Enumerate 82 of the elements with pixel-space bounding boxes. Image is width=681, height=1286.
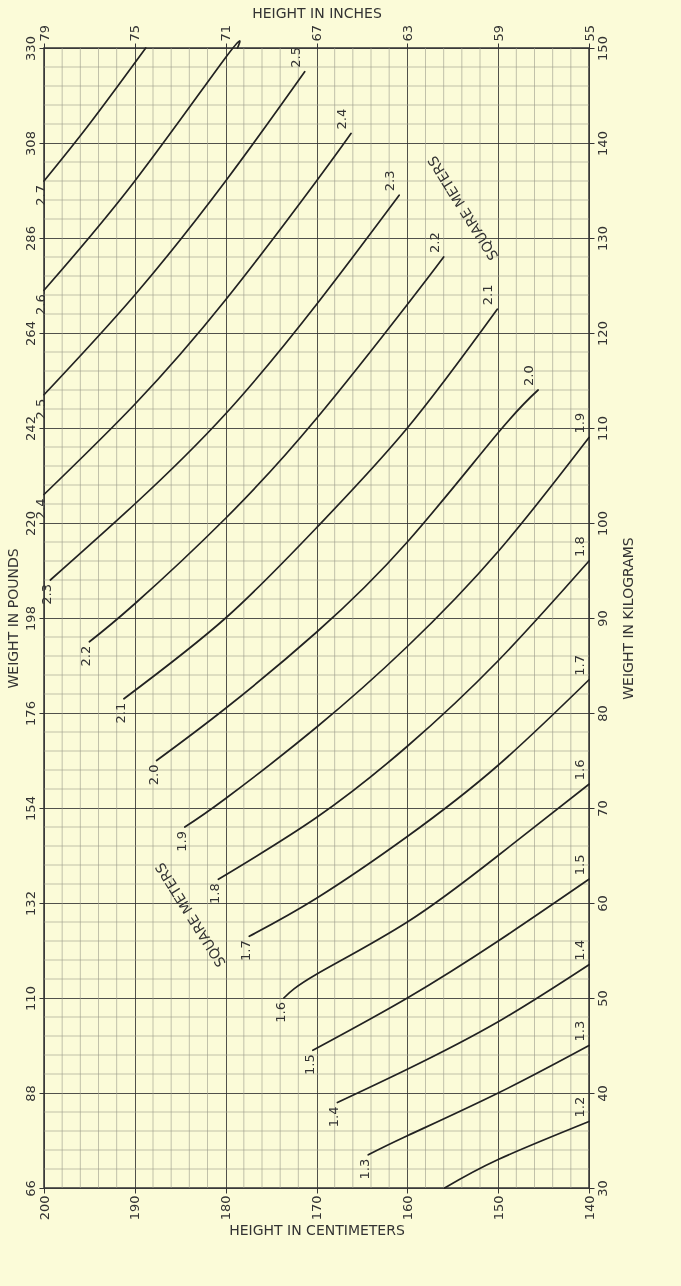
text: 2.0	[521, 365, 537, 386]
y2-tick-label: 286	[22, 226, 38, 251]
text: 1.2	[572, 1096, 587, 1118]
line-series	[248, 678, 590, 938]
x2-tick-label: 75	[127, 24, 143, 42]
text: 2.1	[480, 284, 496, 306]
text: 1.9	[173, 831, 189, 852]
text: 2.4	[334, 108, 350, 130]
y2-tick-label: 198	[22, 606, 38, 631]
y2-tick-label: 308	[22, 131, 38, 156]
text: 2.5	[287, 47, 303, 68]
line-series	[88, 256, 445, 643]
text: 1.8	[207, 883, 223, 904]
y-tick-label: 50	[594, 990, 610, 1007]
y2-tick-label: 110	[22, 986, 38, 1011]
x2-axis-title: HEIGHT IN INCHES	[252, 4, 382, 21]
text: 1.8	[572, 536, 587, 557]
y-axis-title: WEIGHT IN KILOGRAMS	[619, 537, 636, 700]
x2-tick-label: 55	[581, 24, 597, 42]
y2-tick-label: 176	[22, 701, 38, 726]
x-tick-label: 200	[36, 1195, 52, 1221]
y2-axis-title: WEIGHT IN POUNDS	[4, 548, 21, 689]
y-tick-label: 80	[594, 705, 610, 722]
text: 2.1	[112, 702, 128, 724]
y-tick-label: 60	[594, 895, 610, 912]
y2-tick-label: 154	[22, 796, 38, 821]
text: 1.3	[572, 1020, 587, 1042]
text: 2.0	[145, 764, 161, 786]
text: 1.7	[238, 940, 254, 961]
line-series	[183, 436, 590, 828]
y-tick-label: 90	[594, 610, 610, 627]
x-tick-label: 190	[127, 1195, 143, 1221]
text: 2.6	[33, 294, 48, 315]
text: 1.3	[357, 1158, 373, 1180]
text: 2.2	[78, 645, 94, 667]
line-series	[43, 132, 352, 496]
x2-tick-label: 67	[309, 24, 324, 42]
text: 1.7	[572, 655, 587, 676]
x2-tick-label: 59	[490, 24, 506, 42]
y-tick-label: 100	[594, 511, 610, 536]
line-series	[155, 389, 539, 762]
line-series	[282, 783, 590, 999]
x2-tick-label: 63	[399, 24, 415, 42]
y2-tick-label: 264	[22, 321, 38, 346]
text: 1.9	[572, 412, 587, 434]
text: 2.3	[39, 584, 55, 605]
text: 1.4	[326, 1106, 342, 1128]
text: 2.3	[382, 170, 398, 192]
y2-tick-label: 330	[22, 36, 38, 61]
text: 1.6	[572, 759, 587, 781]
y-tick-label: 110	[594, 416, 610, 441]
line-series	[43, 70, 306, 396]
y-tick-label: 150	[594, 36, 610, 61]
text: 2.2	[426, 232, 442, 253]
y-tick-label: 140	[594, 131, 610, 156]
y-tick-label: 120	[594, 321, 610, 346]
x-tick-label: 170	[309, 1195, 324, 1221]
line-series	[367, 1044, 590, 1156]
text: 1.6	[272, 1002, 288, 1023]
x-tick-label: 180	[218, 1195, 234, 1221]
line-series	[217, 560, 590, 881]
text: 2.4	[33, 498, 48, 520]
text: 2.7	[33, 185, 48, 206]
line-series	[49, 194, 401, 581]
text: 1.4	[572, 940, 587, 961]
x-axis-title: HEIGHT IN CENTIMETERS	[229, 1222, 405, 1239]
y-tick-label: 70	[594, 800, 610, 817]
y2-tick-label: 132	[22, 891, 38, 916]
y-tick-label: 40	[594, 1085, 610, 1102]
y2-tick-label: 88	[22, 1085, 38, 1102]
line-series	[312, 878, 590, 1052]
text: 1.5	[301, 1054, 317, 1075]
x-tick-label: 160	[399, 1195, 415, 1221]
x-tick-label: 150	[490, 1195, 506, 1221]
x2-tick-label: 71	[218, 24, 234, 42]
text: 2.5	[33, 398, 48, 420]
y2-tick-label: 66	[22, 1180, 38, 1197]
line-series	[123, 308, 499, 700]
y-tick-label: 130	[594, 226, 610, 251]
x2-tick-label: 79	[36, 24, 52, 42]
y-tick-label: 30	[594, 1180, 610, 1197]
text: 1.5	[572, 854, 587, 876]
